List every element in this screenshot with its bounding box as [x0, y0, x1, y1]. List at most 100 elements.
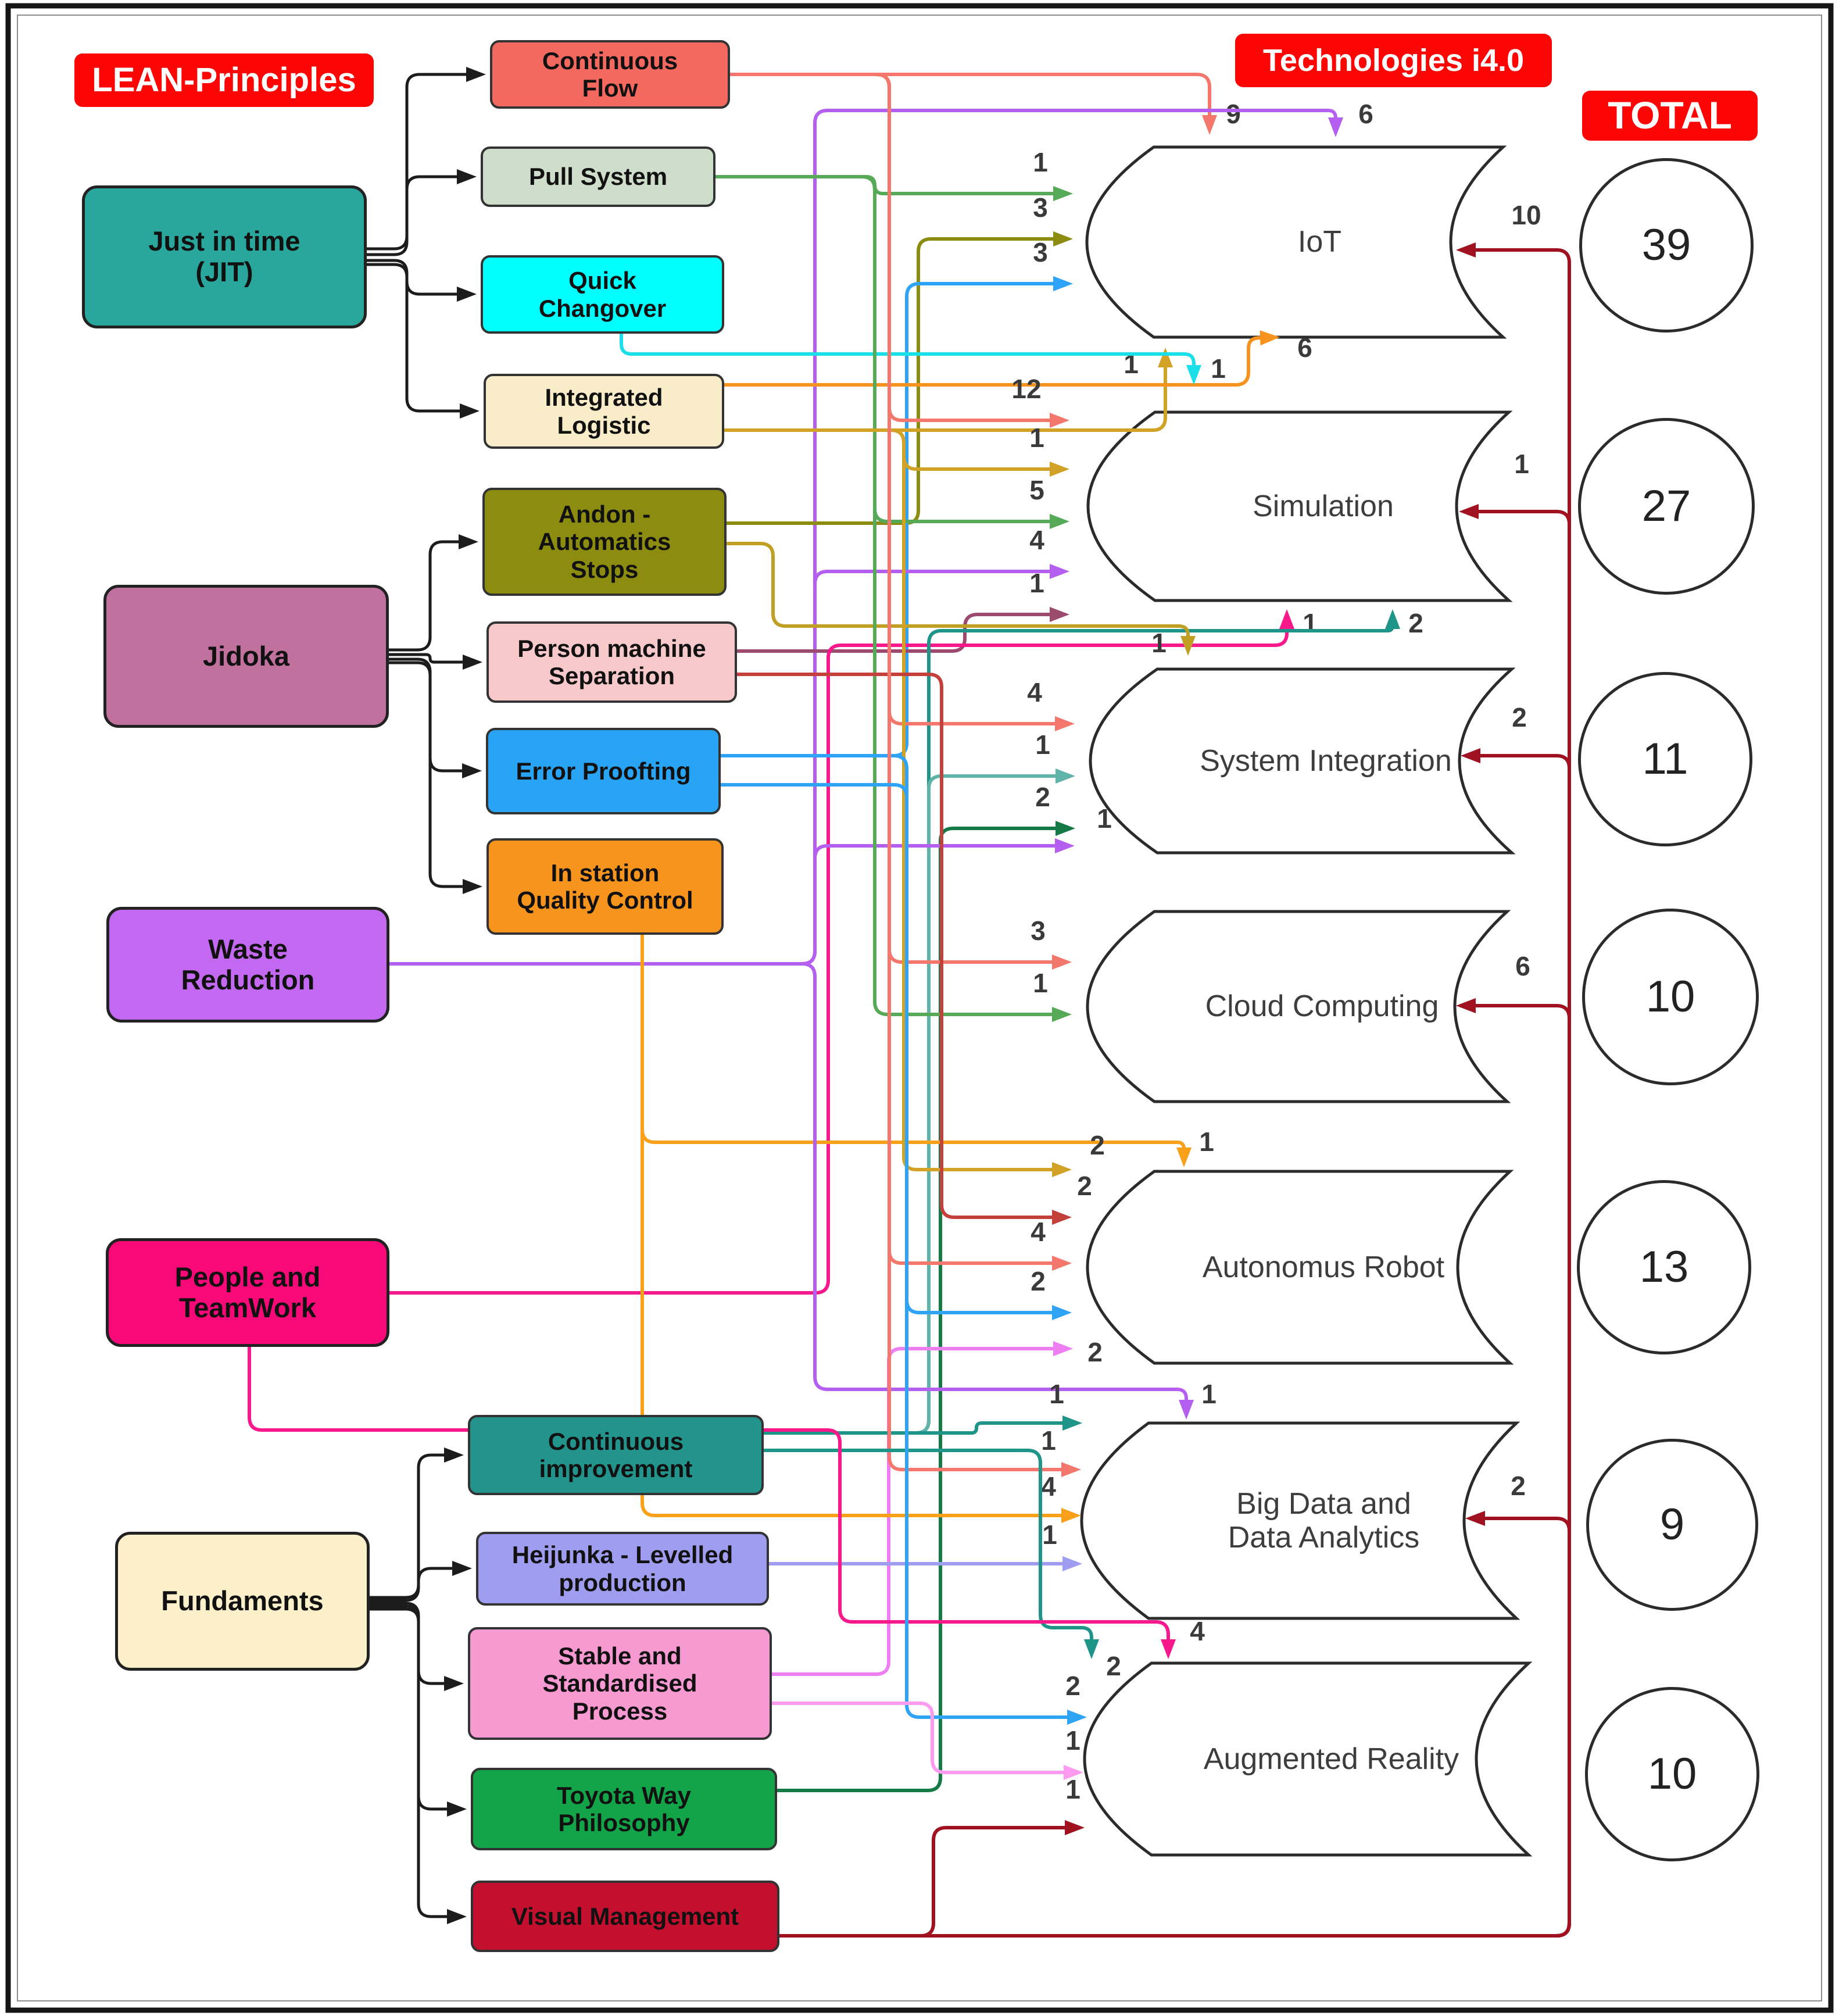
arrowhead-wr-bd	[1179, 1400, 1194, 1420]
connector-pt-sim	[388, 619, 1289, 1295]
connector-count-vm-si: 2	[1512, 702, 1527, 732]
arrowhead-vm-bd	[1465, 1511, 1485, 1526]
principle-box-jit: Just in time (JIT)	[82, 185, 367, 328]
sub-box-pull-system: Pull System	[481, 146, 715, 207]
arrowhead-jit-ps	[457, 169, 477, 184]
arrowhead-ps-cloud	[1052, 1007, 1072, 1022]
arrowhead-il-rob	[1052, 1162, 1072, 1177]
arrowhead-ssp-rob	[1053, 1341, 1073, 1356]
connector-jid-and	[387, 540, 468, 652]
tech-card-label-augmented-reality: Augmented Reality	[1203, 1742, 1459, 1776]
arrowhead-vm-iot	[1456, 242, 1476, 258]
arrowhead-il-sim	[1050, 462, 1069, 477]
technologies-i40-label: Technologies i4.0	[1235, 34, 1552, 87]
connector-count-vm-bd: 2	[1511, 1471, 1526, 1501]
total-circle-system-integration: 11	[1578, 672, 1752, 846]
arrowhead-iqc-rob	[1176, 1148, 1192, 1167]
connector-cf-sim	[728, 73, 1060, 422]
connector-count-ep-ar: 2	[1065, 1671, 1080, 1701]
connector-count-ssp-ar: 1	[1065, 1725, 1080, 1756]
tech-card-label-autonomus-robot: Autonomus Robot	[1202, 1250, 1445, 1284]
connector-count-cf-si: 4	[1027, 677, 1042, 707]
arrowhead-ps-sim	[1050, 514, 1069, 529]
connector-count-iqc-bd: 4	[1041, 1471, 1056, 1502]
arrowhead-pt-sim	[1279, 609, 1294, 629]
arrowhead-vm-ar	[1065, 1820, 1085, 1835]
connector-fun-vm	[368, 1607, 457, 1918]
arrowhead-qc-sim	[1186, 365, 1201, 385]
arrowhead-jid-ep	[462, 763, 482, 778]
connector-count-wr-sim: 4	[1029, 525, 1044, 555]
principle-box-jidoka: Jidoka	[103, 585, 389, 728]
tech-card-shape-iot	[1085, 145, 1507, 339]
arrowhead-fun-ci	[444, 1447, 464, 1463]
arrowhead-jit-qc	[457, 287, 477, 302]
tech-card-label-cloud-computing: Cloud Computing	[1205, 989, 1439, 1024]
sub-box-visual-management: Visual Management	[471, 1881, 779, 1952]
arrowhead-ci-sim	[1385, 609, 1400, 629]
arrowhead-il-iot-a	[1158, 348, 1173, 367]
connector-and-si	[725, 542, 1190, 646]
connector-count-ssp-rob: 2	[1087, 1337, 1103, 1367]
arrowhead-ci-si	[1056, 768, 1075, 784]
principle-box-people-teamwork: People and TeamWork	[106, 1238, 389, 1347]
arrowhead-fun-hei	[452, 1561, 472, 1576]
tech-card-label-big-data: Big Data and Data Analytics	[1228, 1486, 1420, 1554]
connector-count-ep-iot: 3	[1033, 237, 1048, 267]
sub-box-error-proofting: Error Proofting	[486, 728, 721, 814]
connector-count-wr-bd: 1	[1201, 1379, 1217, 1409]
sub-box-andon-automatics-stops: Andon - Automatics Stops	[482, 488, 727, 596]
tech-card-label-simulation: Simulation	[1253, 489, 1394, 523]
arrowhead-jid-iqc	[463, 879, 482, 894]
sub-box-integrated-logistic: Integrated Logistic	[484, 374, 724, 449]
connector-count-cf-rob: 4	[1031, 1217, 1046, 1247]
arrowhead-ssp-ar	[1064, 1765, 1083, 1780]
arrowhead-il-iot-b	[1260, 330, 1280, 346]
connector-vm-bd	[778, 1517, 1571, 1938]
connector-count-vm-cloud: 6	[1515, 951, 1530, 981]
connector-count-hei-bd: 1	[1042, 1520, 1057, 1550]
connector-il-iot-b	[722, 335, 1271, 387]
arrowhead-fun-twp	[447, 1801, 467, 1817]
arrowhead-twp-si	[1056, 821, 1075, 836]
arrowhead-ep-rob	[1052, 1305, 1072, 1320]
connector-count-ep-rob: 2	[1031, 1266, 1046, 1296]
arrowhead-wr-si	[1055, 838, 1075, 853]
tech-card-shape-cloud	[1086, 910, 1511, 1103]
connector-count-il-rob: 2	[1090, 1130, 1105, 1160]
connector-pt-ar	[248, 1345, 1170, 1649]
sub-box-stable-standardised-process: Stable and Standardised Process	[468, 1627, 772, 1740]
connector-count-and-iot: 3	[1033, 192, 1048, 223]
connector-fun-ssp	[368, 1602, 454, 1685]
tech-card-shape-robot	[1086, 1170, 1514, 1365]
sub-box-in-station-quality-control: In station Quality Control	[486, 838, 724, 935]
connector-jit-ps	[365, 175, 467, 256]
connector-count-ps-sim: 5	[1029, 475, 1044, 505]
connector-vm-ar	[778, 1826, 1075, 1938]
connector-ci-bd	[762, 1421, 1072, 1435]
tech-card-shape-sim	[1086, 410, 1513, 602]
connector-count-pms-rob: 2	[1077, 1171, 1092, 1201]
connector-count-ps-iot: 1	[1033, 147, 1048, 177]
total-label: TOTAL	[1582, 91, 1758, 141]
connector-count-cf-sim: 12	[1011, 374, 1041, 404]
connector-jit-il	[365, 263, 470, 413]
arrowhead-ci-bd	[1062, 1416, 1082, 1431]
connector-ep-ar	[719, 783, 1077, 1719]
connector-count-ci-bd: 1	[1049, 1379, 1064, 1409]
connector-ps-cloud	[714, 175, 1062, 1016]
connector-count-and-si: 1	[1151, 628, 1167, 658]
total-circle-iot: 39	[1579, 158, 1754, 333]
arrowhead-fun-ssp	[444, 1676, 464, 1691]
connector-wr-bd	[388, 962, 1188, 1410]
connector-cf-rob	[728, 73, 1062, 1265]
connector-ssp-rob	[770, 1347, 1063, 1676]
arrowhead-ep-iot	[1053, 276, 1073, 291]
connector-ci-si	[762, 774, 1065, 1435]
connector-twp-si	[775, 827, 1065, 1792]
arrowhead-fun-vm	[447, 1909, 467, 1924]
connector-count-ps-cloud: 1	[1033, 968, 1048, 998]
arrowhead-pms-sim	[1050, 607, 1069, 622]
total-circle-big-data: 9	[1586, 1439, 1758, 1611]
sub-box-continuous-flow: Continuous Flow	[490, 40, 730, 109]
